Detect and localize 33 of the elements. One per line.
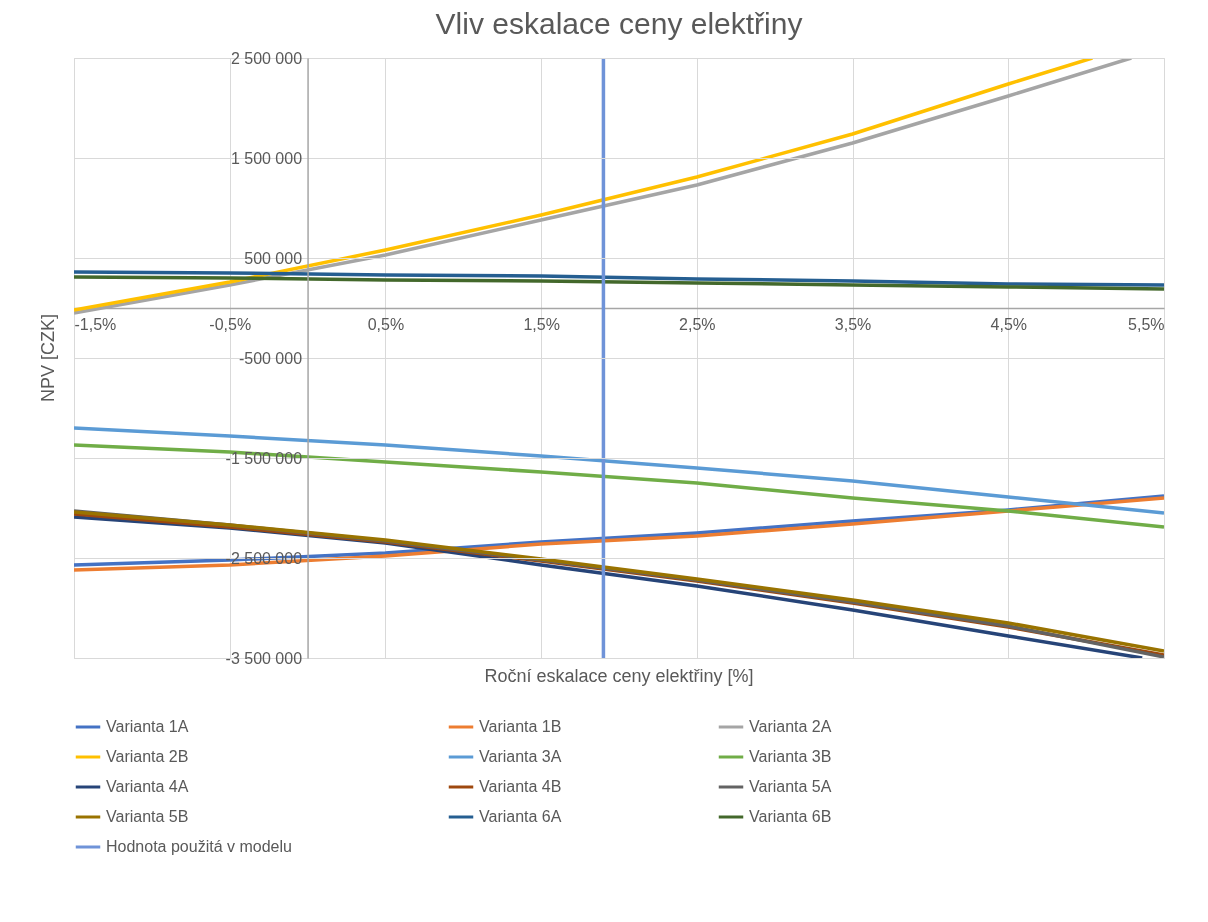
legend-label: Varianta 5B bbox=[106, 808, 189, 825]
legend-label: Varianta 1B bbox=[479, 718, 562, 735]
legend-label: Varianta 2B bbox=[106, 748, 189, 765]
legend-label: Varianta 4A bbox=[106, 778, 189, 795]
legend-label: Varianta 2A bbox=[749, 718, 832, 735]
x-tick-label: 4,5% bbox=[990, 315, 1028, 333]
line-series bbox=[74, 443, 1164, 529]
y-tick-label: 2 500 000 bbox=[230, 49, 303, 67]
legend-label: Varianta 1A bbox=[106, 718, 189, 735]
y-tick-label: -500 000 bbox=[238, 349, 303, 367]
x-tick-label: 2,5% bbox=[679, 315, 716, 333]
chart-title: Vliv eskalace ceny elektřiny bbox=[435, 7, 803, 40]
y-tick-label: 500 000 bbox=[244, 249, 303, 267]
legend-label: Varianta 5A bbox=[749, 778, 832, 795]
x-tick-label: 0,5% bbox=[367, 315, 405, 333]
legend-label: Varianta 3A bbox=[479, 748, 562, 765]
legend-label: Varianta 6A bbox=[479, 808, 562, 825]
legend-label: Varianta 4B bbox=[479, 778, 562, 795]
legend-label: Varianta 3B bbox=[749, 748, 832, 765]
legend-label: Varianta 6B bbox=[749, 808, 832, 825]
x-tick-label: -1,5% bbox=[74, 315, 117, 333]
line-series bbox=[74, 426, 1164, 515]
y-axis-title: NPV [CZK] bbox=[38, 313, 58, 403]
x-tick-label: 1,5% bbox=[523, 315, 560, 333]
y-tick-label: 1 500 000 bbox=[230, 149, 303, 167]
x-tick-label: -0,5% bbox=[209, 315, 252, 333]
x-axis-title: Roční eskalace ceny elektřiny [%] bbox=[484, 666, 754, 686]
y-tick-label: -3 500 000 bbox=[225, 649, 303, 667]
line-series bbox=[74, 275, 1164, 291]
x-tick-label: 5,5% bbox=[1128, 315, 1165, 333]
line-series bbox=[74, 270, 1164, 287]
x-tick-label: 3,5% bbox=[834, 315, 872, 333]
legend-label: Hodnota použitá v modelu bbox=[106, 838, 292, 855]
